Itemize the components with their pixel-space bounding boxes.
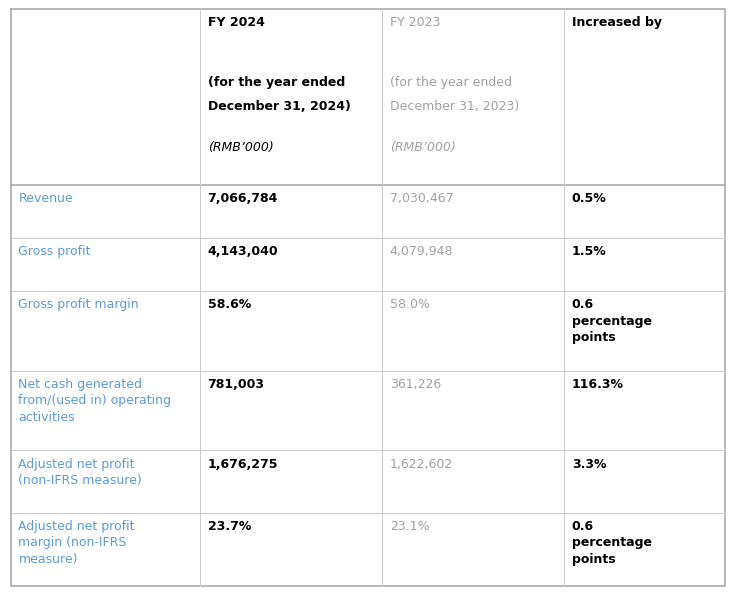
- Text: 0.6
percentage
points: 0.6 percentage points: [572, 298, 651, 345]
- Text: 781,003: 781,003: [208, 378, 264, 391]
- Text: 1.5%: 1.5%: [572, 245, 606, 258]
- Text: 58.0%: 58.0%: [389, 298, 430, 311]
- Text: Revenue: Revenue: [18, 192, 73, 205]
- Text: (for the year ended: (for the year ended: [208, 76, 345, 89]
- Text: Net cash generated
from/(used in) operating
activities: Net cash generated from/(used in) operat…: [18, 378, 171, 424]
- Text: 4,079,948: 4,079,948: [389, 245, 453, 258]
- Text: 58.6%: 58.6%: [208, 298, 251, 311]
- Text: December 31, 2023): December 31, 2023): [389, 99, 519, 112]
- Text: (RMB’000): (RMB’000): [389, 141, 456, 154]
- Text: FY 2023: FY 2023: [389, 16, 440, 29]
- Text: Adjusted net profit
margin (non-IFRS
measure): Adjusted net profit margin (non-IFRS mea…: [18, 520, 135, 566]
- Text: 3.3%: 3.3%: [572, 458, 606, 471]
- Text: 116.3%: 116.3%: [572, 378, 623, 391]
- Text: 0.6
percentage
points: 0.6 percentage points: [572, 520, 651, 566]
- Text: Adjusted net profit
(non-IFRS measure): Adjusted net profit (non-IFRS measure): [18, 458, 142, 487]
- Text: FY 2024: FY 2024: [208, 16, 264, 29]
- Text: 1,676,275: 1,676,275: [208, 458, 278, 471]
- Text: (RMB’000): (RMB’000): [208, 141, 273, 154]
- Text: 361,226: 361,226: [389, 378, 441, 391]
- Text: 0.5%: 0.5%: [572, 192, 606, 205]
- Text: 7,030,467: 7,030,467: [389, 192, 453, 205]
- Text: 1,622,602: 1,622,602: [389, 458, 453, 471]
- Text: 4,143,040: 4,143,040: [208, 245, 278, 258]
- Text: (for the year ended: (for the year ended: [389, 76, 512, 89]
- Text: Increased by: Increased by: [572, 16, 662, 29]
- Text: Gross profit: Gross profit: [18, 245, 91, 258]
- Text: December 31, 2024): December 31, 2024): [208, 99, 350, 112]
- Text: 23.7%: 23.7%: [208, 520, 251, 533]
- Text: 23.1%: 23.1%: [389, 520, 429, 533]
- Text: Gross profit margin: Gross profit margin: [18, 298, 139, 311]
- Text: 7,066,784: 7,066,784: [208, 192, 278, 205]
